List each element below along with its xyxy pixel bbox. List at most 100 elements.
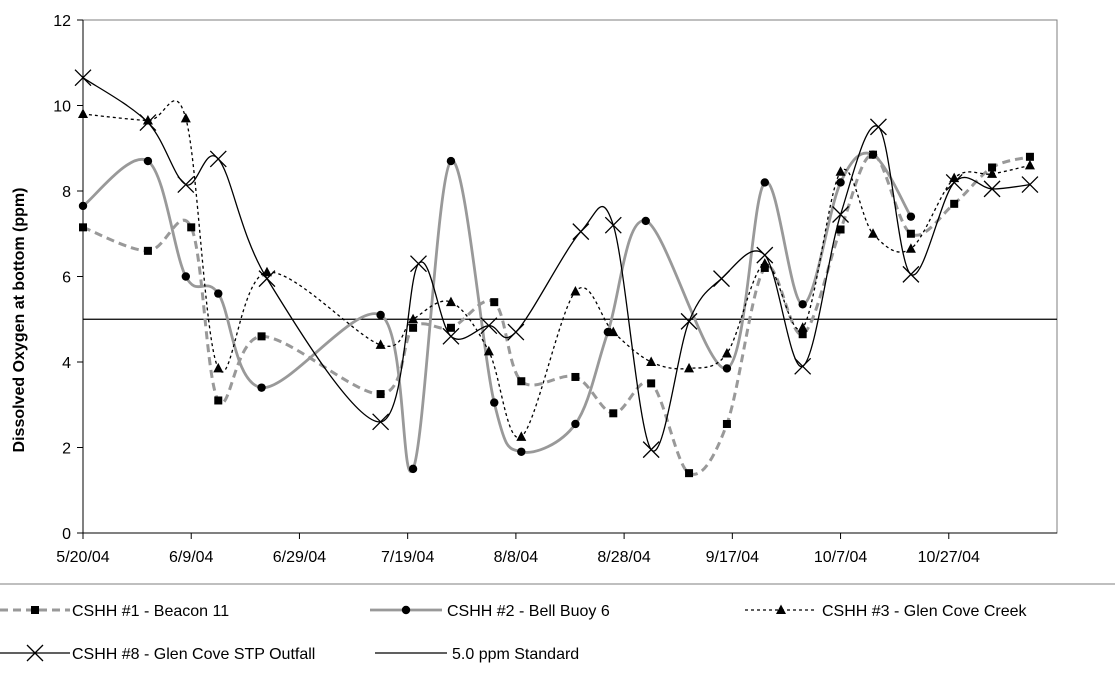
data-point [180, 112, 191, 123]
x-tick-label: 5/20/04 [56, 549, 109, 566]
data-point [442, 327, 460, 345]
data-point [446, 156, 456, 166]
legend-entry: CSHH #3 - Glen Cove Creek [745, 603, 1028, 620]
series-2 [78, 150, 916, 474]
data-point [798, 330, 807, 339]
legend-label: CSHH #1 - Beacon 11 [72, 603, 229, 620]
data-point [375, 339, 386, 349]
data-point [906, 229, 915, 238]
legend-label: CSHH #3 - Glen Cove Creek [822, 603, 1028, 620]
data-point [684, 362, 695, 373]
data-point [257, 383, 266, 392]
data-point [868, 150, 878, 159]
data-point [78, 201, 88, 211]
data-point [74, 69, 92, 87]
x-axis: 5/20/04 6/9/04 6/29/04 7/19/04 8/8/04 8/28/04… [56, 532, 1057, 566]
data-point [214, 289, 223, 298]
data-point [798, 300, 807, 309]
series-layer [74, 69, 1057, 478]
series-4 [74, 69, 1039, 459]
data-point [372, 413, 390, 431]
data-point [79, 223, 87, 232]
data-point [1021, 176, 1039, 194]
y-tick-label: 6 [62, 270, 71, 287]
data-point [722, 419, 731, 428]
data-point [722, 364, 732, 373]
data-point [906, 212, 916, 221]
x-tick-label: 7/19/04 [381, 549, 434, 566]
data-point [143, 156, 153, 166]
data-point [760, 263, 769, 272]
data-point [756, 246, 774, 264]
data-point [641, 216, 650, 226]
data-point [187, 223, 196, 232]
data-point [945, 173, 963, 191]
data-point [832, 206, 850, 223]
legend-marker [31, 606, 39, 614]
x-tick-label: 10/7/04 [814, 549, 867, 566]
data-point [797, 322, 808, 332]
data-point [647, 379, 656, 388]
data-point [507, 323, 525, 341]
data-point [570, 285, 581, 296]
series-1 [79, 150, 1034, 478]
data-point [902, 265, 920, 283]
data-point [680, 312, 698, 330]
y-tick-label: 10 [53, 99, 71, 116]
y-tick-label: 8 [62, 184, 71, 201]
data-point [1024, 159, 1035, 170]
data-point [836, 225, 845, 234]
data-point [609, 409, 618, 418]
legend-label: CSHH #8 - Glen Cove STP Outfall [72, 646, 315, 663]
x-tick-label: 6/9/04 [169, 549, 214, 566]
data-point [142, 114, 153, 125]
data-point [490, 298, 499, 307]
data-point [408, 313, 419, 324]
x-tick-label: 6/29/04 [273, 549, 326, 566]
x-tick-label: 9/17/04 [706, 549, 759, 566]
data-point [571, 372, 580, 381]
y-axis-label: Dissolved Oxygen at bottom (ppm) [11, 188, 28, 453]
data-point [490, 398, 499, 407]
x-tick-label: 10/27/04 [918, 549, 980, 566]
data-point [721, 347, 732, 358]
data-point [608, 326, 619, 337]
data-point [409, 323, 418, 332]
legend-entry: 5.0 ppm Standard [375, 646, 579, 663]
data-point [604, 216, 622, 234]
data-point [950, 199, 959, 208]
legend-entry: CSHH #8 - Glen Cove STP Outfall [0, 644, 315, 663]
plot-area [82, 19, 1058, 534]
data-point [836, 178, 845, 187]
y-tick-label: 0 [62, 526, 71, 543]
legend-marker [776, 604, 786, 614]
series-line [82, 77, 1030, 452]
data-point [214, 396, 223, 405]
data-point [516, 431, 527, 441]
data-point [376, 310, 385, 320]
series-line [82, 100, 1031, 439]
legend-label: 5.0 ppm Standard [452, 646, 579, 663]
x-tick-label: 8/28/04 [597, 549, 650, 566]
data-point [143, 246, 152, 255]
data-point [1025, 152, 1034, 161]
y-tick-label: 12 [53, 13, 71, 30]
data-point [181, 272, 191, 281]
data-point [646, 356, 657, 366]
data-point [258, 270, 276, 288]
y-tick-label: 4 [62, 355, 71, 372]
data-point [213, 362, 224, 373]
data-point [78, 108, 88, 119]
plot-frame [82, 19, 1058, 534]
legend: CSHH #1 - Beacon 11 CSHH #2 - Bell Buoy 6… [0, 583, 1115, 663]
data-point [905, 243, 916, 253]
data-point [835, 166, 846, 176]
data-point [483, 345, 494, 356]
data-point [480, 317, 498, 335]
series-line [82, 151, 913, 473]
legend-label: CSHH #2 - Bell Buoy 6 [447, 603, 610, 620]
data-point [445, 296, 456, 307]
x-tick-label: 8/8/04 [494, 549, 539, 566]
data-point [517, 447, 526, 456]
data-point [760, 178, 769, 187]
